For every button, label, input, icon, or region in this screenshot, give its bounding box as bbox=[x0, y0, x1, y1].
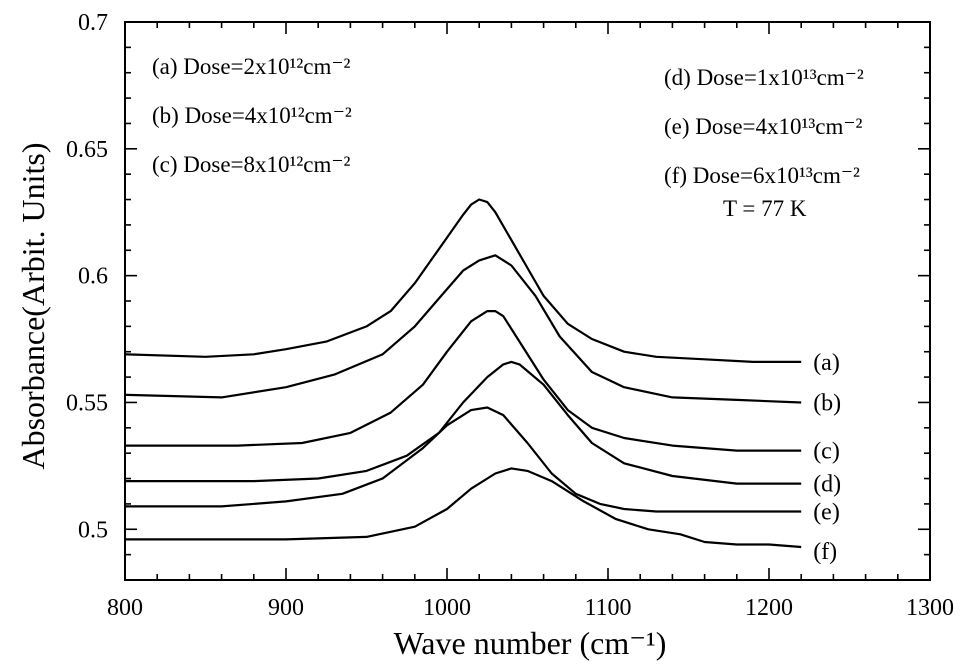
y-tick-label: 0.55 bbox=[66, 390, 108, 416]
curve-label-c: (c) bbox=[813, 439, 840, 465]
y-tick-label: 0.6 bbox=[78, 264, 108, 290]
x-tick-labels: 800 900 1000 1100 1200 1300 bbox=[107, 595, 954, 621]
legend-entry-c: (c) Dose=8x10¹²cm⁻² bbox=[152, 152, 351, 177]
x-tick-label: 1100 bbox=[584, 595, 631, 621]
legend-entry-f: (f) Dose=6x10¹³cm⁻² bbox=[664, 163, 860, 188]
series-layer bbox=[124, 198, 802, 549]
temperature-annotation: T = 77 K bbox=[723, 196, 807, 221]
y-tick-label: 0.65 bbox=[66, 137, 108, 163]
curve-label-e: (e) bbox=[813, 500, 840, 526]
legend-entry-b: (b) Dose=4x10¹²cm⁻² bbox=[152, 103, 352, 128]
series-line-f bbox=[125, 467, 802, 549]
x-tick-label: 800 bbox=[107, 595, 143, 621]
y-tick-labels: 0.5 0.55 0.6 0.65 0.7 bbox=[66, 10, 108, 543]
curve-label-a: (a) bbox=[813, 350, 840, 376]
series-line-b bbox=[124, 254, 802, 404]
curve-label-d: (d) bbox=[813, 472, 841, 498]
x-tick-label: 900 bbox=[268, 595, 304, 621]
legend-entry-d: (d) Dose=1x10¹³cm⁻² bbox=[664, 65, 864, 90]
legend-left: (a) Dose=2x10¹²cm⁻² (b) Dose=4x10¹²cm⁻² … bbox=[152, 54, 352, 177]
series-line-d bbox=[125, 360, 802, 485]
series-line-a bbox=[124, 198, 802, 363]
x-tick-label: 1200 bbox=[745, 595, 793, 621]
series-line-e bbox=[125, 406, 802, 513]
series-line-c bbox=[125, 310, 802, 452]
y-tick-label: 0.7 bbox=[78, 10, 108, 36]
x-tick-label: 1300 bbox=[906, 595, 954, 621]
legend-entry-a: (a) Dose=2x10¹²cm⁻² bbox=[152, 54, 351, 79]
legend-entry-e: (e) Dose=4x10¹³cm⁻² bbox=[664, 114, 863, 139]
x-tick-label: 1000 bbox=[423, 595, 471, 621]
curve-label-b: (b) bbox=[813, 390, 841, 416]
curve-label-f: (f) bbox=[813, 539, 837, 565]
curve-labels: (a) (b) (c) (d) (e) (f) bbox=[813, 350, 841, 565]
y-tick-label: 0.5 bbox=[78, 517, 108, 543]
plot-frame bbox=[124, 21, 931, 581]
y-axis-title: Absorbance(Arbit. Units) bbox=[15, 142, 51, 469]
x-axis-title: Wave number (cm⁻¹) bbox=[394, 625, 667, 661]
legend-right: (d) Dose=1x10¹³cm⁻² (e) Dose=4x10¹³cm⁻² … bbox=[664, 65, 864, 221]
